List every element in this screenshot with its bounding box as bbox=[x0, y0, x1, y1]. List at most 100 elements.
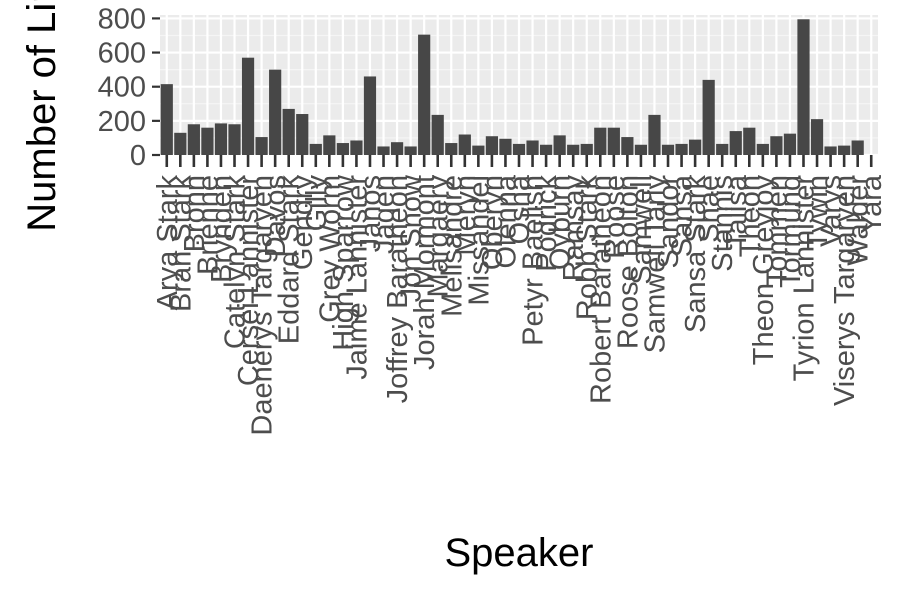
bar bbox=[526, 140, 539, 155]
x-tick-label: Tommen bbox=[761, 175, 793, 286]
x-tick-label: Janos bbox=[355, 175, 387, 252]
bar bbox=[160, 84, 173, 155]
bar bbox=[296, 114, 309, 155]
x-tick-label: Talisa bbox=[721, 174, 753, 249]
bar bbox=[770, 136, 783, 155]
bar bbox=[269, 69, 282, 155]
bar bbox=[485, 136, 499, 155]
x-tick-label: Oberyn bbox=[477, 175, 509, 270]
x-tick-label: Roose Bolton bbox=[612, 175, 644, 349]
bar bbox=[363, 76, 377, 155]
x-tick-label: Osha bbox=[504, 174, 536, 244]
x-tick-label: Samwell Tarly bbox=[639, 175, 671, 354]
bar bbox=[756, 143, 769, 155]
bar bbox=[404, 146, 417, 155]
bar bbox=[634, 144, 648, 155]
x-tick-label: Margaery bbox=[423, 175, 455, 298]
bar bbox=[445, 143, 458, 155]
bar bbox=[431, 114, 444, 155]
x-tick-label: Walder bbox=[843, 175, 875, 266]
x-tick-label: Daenerys Targaryen bbox=[247, 175, 279, 436]
y-tick-label: 800 bbox=[98, 3, 146, 35]
x-tick-label: Grey Worm bbox=[314, 175, 346, 323]
bar bbox=[824, 146, 837, 155]
x-tick-label: Joffrey Baratheon bbox=[382, 175, 414, 403]
bar bbox=[539, 144, 553, 155]
bar bbox=[797, 19, 810, 155]
y-tick-label: 600 bbox=[98, 38, 146, 70]
x-tick-label: Missandei bbox=[463, 175, 495, 306]
bar bbox=[472, 145, 485, 155]
x-tick-label: Bran Stark bbox=[165, 175, 197, 312]
bar bbox=[214, 123, 228, 155]
bar bbox=[621, 137, 634, 155]
x-tick-label: Davos bbox=[260, 175, 292, 257]
x-tick-label: Eddard Stark bbox=[274, 175, 306, 345]
bar bbox=[282, 108, 295, 155]
x-tick-label: Melisandre bbox=[436, 175, 468, 317]
bar bbox=[783, 133, 797, 155]
x-tick-label: Brienne bbox=[192, 175, 224, 275]
x-tick-label: Sansa bbox=[667, 174, 699, 257]
x-tick-label: Theon Greyjoy bbox=[748, 175, 780, 366]
x-tick-label: Varys bbox=[816, 175, 848, 247]
bar bbox=[336, 143, 349, 155]
bar bbox=[390, 142, 404, 155]
bar bbox=[174, 132, 187, 155]
y-tick-label: 200 bbox=[98, 106, 146, 138]
bar bbox=[187, 124, 200, 155]
bar bbox=[323, 135, 336, 155]
bar bbox=[458, 134, 471, 155]
x-tick-label: Petyr Baelish bbox=[518, 175, 550, 346]
x-tick-label: Qyburn bbox=[545, 175, 577, 270]
x-tick-label: Viserys Targaryen bbox=[829, 175, 861, 406]
bar bbox=[499, 138, 512, 155]
bar bbox=[580, 143, 593, 155]
bar bbox=[675, 143, 688, 155]
x-tick-label: Gilly bbox=[301, 175, 333, 232]
bar bbox=[716, 143, 729, 155]
x-tick-label: Meryn bbox=[450, 175, 482, 256]
bar bbox=[702, 79, 715, 155]
x-tick-label: Tywin bbox=[802, 175, 834, 249]
bar bbox=[594, 127, 607, 155]
x-tick-label: Bronn bbox=[179, 175, 211, 252]
bar bbox=[607, 127, 620, 155]
x-tick-label: Samwell bbox=[626, 175, 658, 285]
bar bbox=[377, 146, 390, 155]
bar bbox=[810, 119, 824, 155]
x-tick-label: Shae bbox=[694, 175, 726, 243]
bar bbox=[743, 127, 756, 155]
bar bbox=[350, 140, 363, 155]
x-tick-label: Jaqen bbox=[369, 175, 401, 254]
x-tick-label: Tyrion Lannister bbox=[788, 175, 820, 382]
bar bbox=[201, 127, 214, 155]
x-tick-label: Robert Baratheon bbox=[585, 175, 617, 404]
y-tick-label: 400 bbox=[98, 72, 146, 104]
x-tick-label: Theon bbox=[734, 175, 766, 257]
bar bbox=[255, 137, 268, 155]
x-tick-label: Robb Stark bbox=[572, 175, 604, 321]
bar bbox=[851, 140, 864, 155]
x-tick-label: Cersei Lannister bbox=[233, 175, 265, 386]
x-tick-label: Jorah Mormont bbox=[409, 175, 441, 370]
x-tick-label: Gendry bbox=[287, 175, 319, 271]
bar bbox=[241, 57, 255, 156]
bar bbox=[512, 143, 526, 155]
bars bbox=[160, 19, 864, 156]
bar bbox=[838, 145, 851, 155]
x-tick-label: Ramsay bbox=[558, 175, 590, 282]
x-tick-label: Tormund bbox=[775, 175, 807, 288]
x-tick-label: Catelyn Stark bbox=[220, 175, 252, 350]
x-tick-label: Jon Snow bbox=[396, 174, 428, 302]
x-tick-label: Yara bbox=[856, 174, 888, 234]
y-tick-label: 0 bbox=[130, 140, 146, 172]
x-tick-label: Sansa Stark bbox=[680, 175, 712, 333]
bar bbox=[309, 143, 322, 155]
x-tick-label: Olenna bbox=[490, 174, 522, 268]
x-tick-label: Jaime Lannister bbox=[341, 175, 373, 380]
x-tick-label: High Sparrow bbox=[328, 174, 360, 351]
x-tick-label: Brynden bbox=[206, 175, 238, 283]
